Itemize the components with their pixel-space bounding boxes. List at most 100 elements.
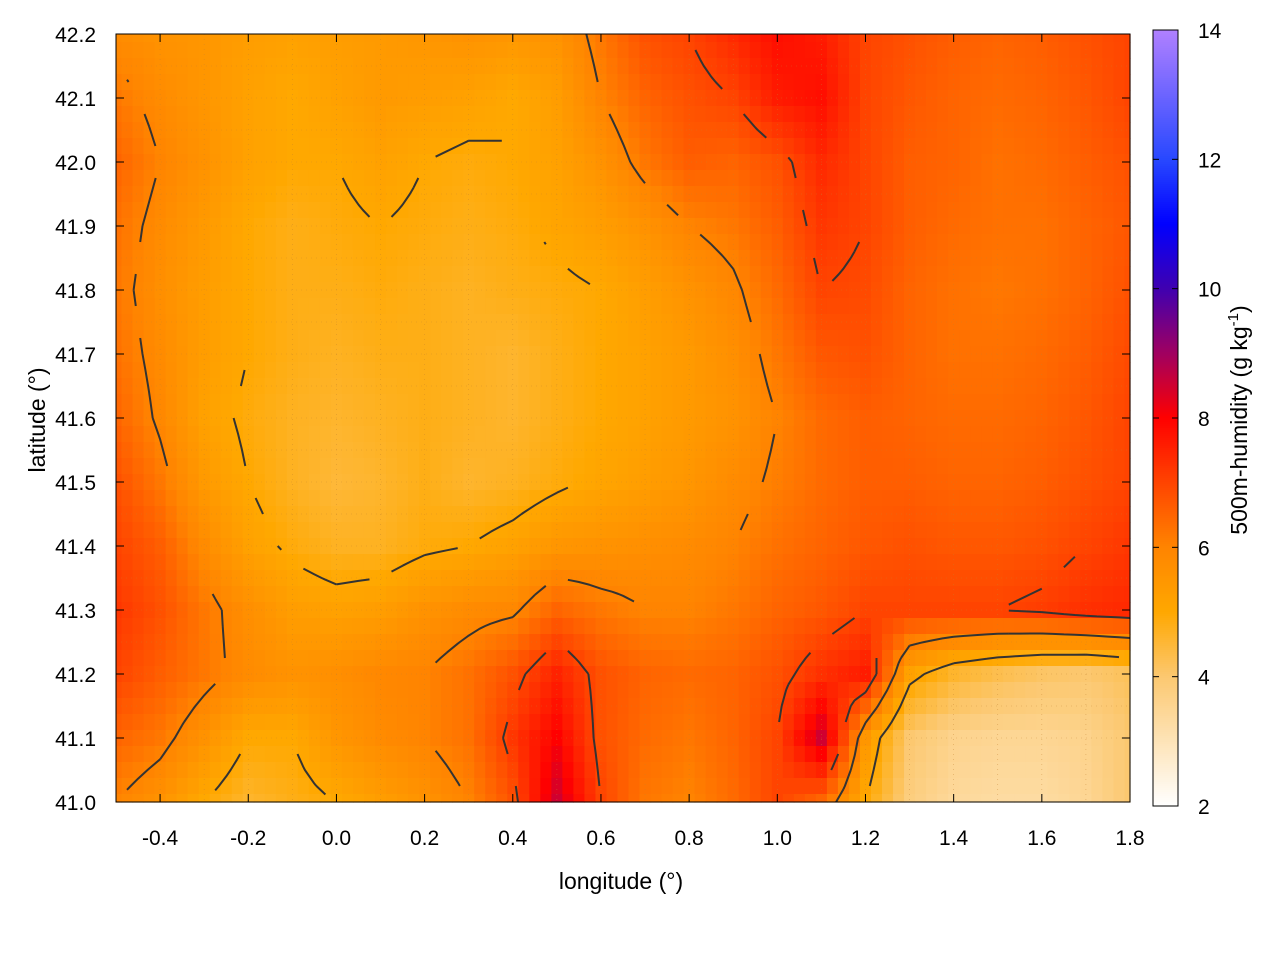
heatmap-cell — [639, 618, 652, 635]
heatmap-cell — [264, 250, 277, 267]
heatmap-cell — [275, 90, 288, 107]
heatmap-cell — [628, 186, 641, 203]
heatmap-cell — [297, 250, 310, 267]
heatmap-cell — [474, 138, 486, 155]
heatmap-cell — [771, 218, 784, 235]
colorbar-cell — [1153, 88, 1178, 91]
heatmap-cell — [1091, 170, 1104, 187]
heatmap-cell — [352, 362, 365, 379]
heatmap-cell — [308, 106, 321, 123]
heatmap-cell — [441, 522, 453, 539]
heatmap-cell — [937, 346, 949, 363]
heatmap-cell — [319, 634, 332, 651]
heatmap-cell — [1113, 538, 1126, 555]
heatmap-cell — [253, 362, 266, 379]
heatmap-cell — [749, 282, 762, 299]
heatmap-cell — [143, 698, 156, 715]
heatmap-cell — [419, 42, 431, 59]
heatmap-cell — [661, 234, 674, 251]
heatmap-cell — [352, 714, 365, 731]
heatmap-cell — [165, 682, 178, 699]
heatmap-cell — [198, 42, 211, 59]
heatmap-cell — [474, 90, 486, 107]
heatmap-cell — [375, 410, 387, 427]
heatmap-cell — [826, 618, 839, 635]
heatmap-cell — [904, 218, 916, 235]
heatmap-cell — [187, 266, 200, 283]
colorbar-cell — [1153, 94, 1178, 97]
heatmap-cell — [617, 490, 630, 507]
heatmap-cell — [1036, 282, 1048, 299]
heatmap-cell — [848, 266, 861, 283]
heatmap-cell — [341, 458, 354, 475]
heatmap-cell — [606, 714, 619, 731]
heatmap-cell — [408, 106, 420, 123]
heatmap-cell — [837, 394, 850, 411]
heatmap-cell — [617, 442, 630, 459]
heatmap-cell — [584, 650, 597, 667]
heatmap-cell — [529, 634, 541, 651]
heatmap-cell — [1069, 698, 1082, 715]
heatmap-cell — [771, 570, 784, 587]
heatmap-cell — [352, 602, 365, 619]
heatmap-cell — [804, 234, 817, 251]
heatmap-cell — [749, 266, 762, 283]
colorbar-cell — [1153, 604, 1178, 607]
heatmap-cell — [341, 698, 354, 715]
colorbar-cell — [1153, 540, 1178, 543]
heatmap-cell — [882, 186, 894, 203]
heatmap-cell — [1014, 234, 1026, 251]
heatmap-cell — [341, 346, 354, 363]
heatmap-cell — [573, 394, 586, 411]
heatmap-cell — [143, 746, 156, 763]
heatmap-cell — [650, 714, 663, 731]
heatmap-cell — [804, 762, 817, 779]
y-tick-label: 41.5 — [55, 472, 96, 495]
colorbar-cell — [1153, 514, 1178, 517]
colorbar-cell — [1153, 120, 1178, 123]
heatmap-cell — [116, 106, 123, 123]
heatmap-cell — [308, 570, 321, 587]
heatmap-cell — [573, 538, 586, 555]
heatmap-cell — [1003, 106, 1015, 123]
heatmap-cell — [584, 138, 597, 155]
heatmap-cell — [716, 170, 729, 187]
heatmap-cell — [1003, 506, 1015, 523]
heatmap-cell — [617, 714, 630, 731]
heatmap-cell — [297, 122, 310, 139]
heatmap-cell — [859, 746, 872, 763]
heatmap-cell — [209, 458, 222, 475]
heatmap-cell — [1003, 202, 1015, 219]
heatmap-cell — [132, 58, 145, 75]
heatmap-cell — [926, 714, 938, 731]
heatmap-cell — [187, 138, 200, 155]
heatmap-cell — [430, 554, 442, 571]
heatmap-cell — [915, 522, 927, 539]
heatmap-cell — [529, 34, 541, 43]
heatmap-cell — [573, 682, 586, 699]
heatmap-cell — [363, 106, 376, 123]
heatmap-cell — [397, 730, 409, 747]
heatmap-cell — [562, 698, 575, 715]
heatmap-cell — [639, 746, 652, 763]
heatmap-cell — [1080, 138, 1093, 155]
heatmap-cell — [319, 234, 332, 251]
heatmap-cell — [1069, 42, 1082, 59]
heatmap-cell — [981, 378, 993, 395]
heatmap-cell — [694, 746, 707, 763]
heatmap-cell — [319, 378, 332, 395]
heatmap-cell — [319, 362, 332, 379]
heatmap-cell — [1102, 602, 1115, 619]
heatmap-cell — [749, 554, 762, 571]
heatmap-cell — [937, 490, 949, 507]
colorbar-cell — [1153, 154, 1178, 157]
colorbar-cell — [1153, 502, 1178, 505]
heatmap-cell — [264, 650, 277, 667]
heatmap-cell — [408, 202, 420, 219]
heatmap-cell — [826, 58, 839, 75]
heatmap-cell — [529, 714, 541, 731]
heatmap-cell — [826, 378, 839, 395]
heatmap-cell — [837, 34, 850, 43]
colorbar-cell — [1153, 186, 1178, 189]
